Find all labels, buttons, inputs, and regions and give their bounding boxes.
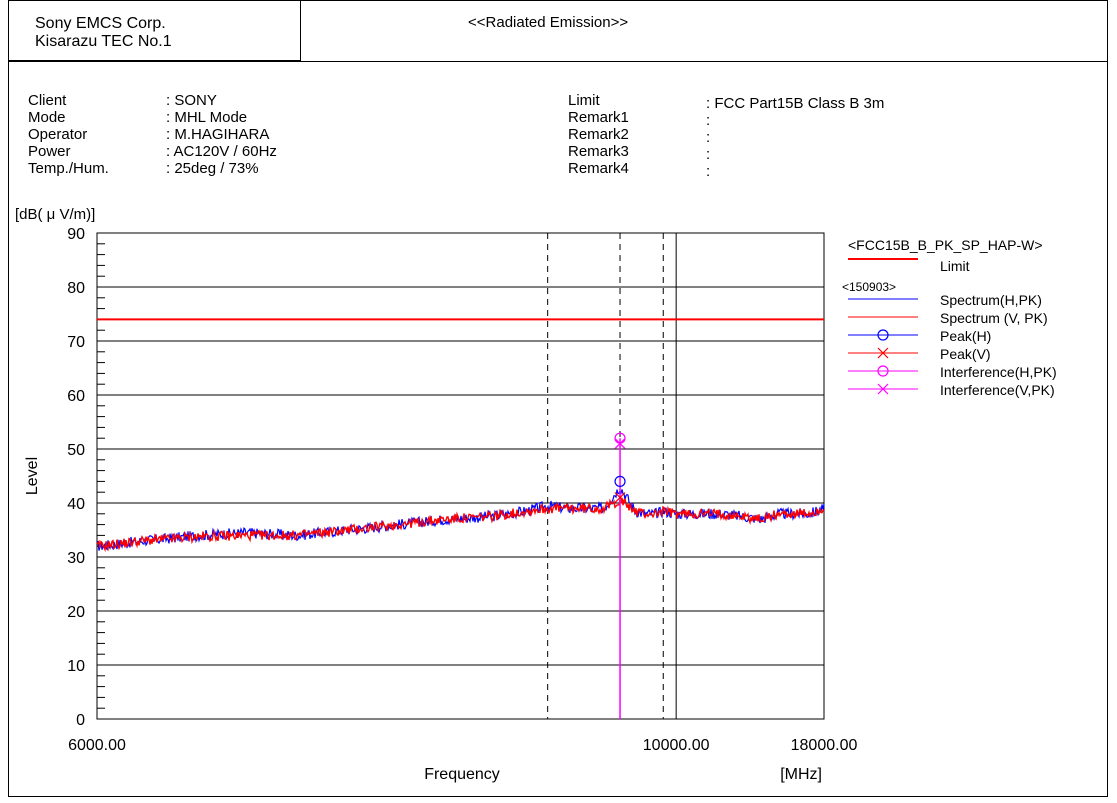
company-site: Kisarazu TEC No.1 bbox=[35, 33, 172, 50]
value-remark3: : bbox=[706, 146, 711, 163]
info-left-values: : SONY : MHL Mode : M.HAGIHARA : AC120V … bbox=[166, 92, 277, 177]
x-tick-label: 6000.00 bbox=[68, 737, 126, 754]
plot-area bbox=[96, 232, 825, 720]
label-limit: Limit bbox=[568, 92, 600, 109]
legend-group-title: <FCC15B_B_PK_SP_HAP-W> bbox=[848, 237, 1043, 253]
value-client: : SONY bbox=[166, 92, 217, 109]
value-remark2: : bbox=[706, 129, 711, 146]
peak-marker-x bbox=[614, 438, 626, 450]
spectrum-h-line bbox=[96, 489, 825, 551]
legend-data-group: <150903> bbox=[842, 280, 896, 294]
company-box: Sony EMCS Corp. Kisarazu TEC No.1 bbox=[8, 0, 301, 61]
value-limit: : FCC Part15B Class B 3m bbox=[706, 95, 885, 112]
x-tick-label: 18000.00 bbox=[791, 737, 858, 754]
label-mode: Mode bbox=[28, 109, 66, 126]
label-remark3: Remark3 bbox=[568, 143, 629, 160]
value-remark1: : bbox=[706, 112, 711, 129]
label-remark2: Remark2 bbox=[568, 126, 629, 143]
y-tick-label: 70 bbox=[67, 334, 85, 351]
legend-entry-label: Interference(H,PK) bbox=[940, 364, 1057, 380]
legend-entry-label: Spectrum(H,PK) bbox=[940, 292, 1042, 308]
y-tick-label: 30 bbox=[67, 550, 85, 567]
label-temp-hum: Temp./Hum. bbox=[28, 160, 109, 177]
spectrum-v-line bbox=[96, 497, 825, 553]
value-remark4: : bbox=[706, 163, 711, 180]
label-operator: Operator bbox=[28, 126, 88, 143]
report-title: <<Radiated Emission>> bbox=[468, 14, 629, 31]
legend-entry-label: Peak(H) bbox=[940, 328, 991, 344]
y-axis-title: Level bbox=[24, 457, 41, 495]
y-tick-label: 10 bbox=[67, 658, 85, 675]
y-tick-label: 80 bbox=[67, 280, 85, 297]
peak-marker-x bbox=[614, 492, 626, 504]
value-temp-hum: : 25deg / 73% bbox=[166, 160, 259, 177]
legend-entry-label: Peak(V) bbox=[940, 346, 991, 362]
label-remark4: Remark4 bbox=[568, 160, 629, 177]
legend-marker-x bbox=[877, 347, 889, 359]
info-left-labels: Client Mode Operator Power Temp./Hum. bbox=[28, 92, 109, 177]
legend-marker-circle bbox=[877, 365, 889, 377]
info-right-values: : FCC Part15B Class B 3m : : : : bbox=[706, 95, 884, 180]
y-tick-label: 0 bbox=[76, 712, 85, 729]
legend-marker-x bbox=[877, 383, 889, 395]
legend-limit-label: Limit bbox=[940, 258, 970, 274]
y-tick-label: 90 bbox=[67, 226, 85, 243]
company-name: Sony EMCS Corp. bbox=[35, 15, 166, 32]
legend-marker-circle bbox=[877, 329, 889, 341]
legend-entry-label: Spectrum (V, PK) bbox=[940, 310, 1048, 326]
x-tick-label: 10000.00 bbox=[643, 737, 710, 754]
y-tick-label: 20 bbox=[67, 604, 85, 621]
value-operator: : M.HAGIHARA bbox=[166, 126, 270, 143]
y-tick-label: 60 bbox=[67, 388, 85, 405]
info-right-labels: Limit Remark1 Remark2 Remark3 Remark4 bbox=[568, 92, 629, 177]
x-axis-unit: [MHz] bbox=[780, 766, 822, 783]
report-frame bbox=[8, 0, 1108, 797]
y-unit-label: [dB( μ V/m)] bbox=[15, 206, 96, 223]
value-mode: : MHL Mode bbox=[166, 109, 248, 126]
label-power: Power bbox=[28, 143, 71, 160]
header-divider bbox=[8, 61, 1108, 62]
value-power: : AC120V / 60Hz bbox=[166, 143, 277, 160]
x-axis-title: Frequency bbox=[424, 766, 500, 783]
label-client: Client bbox=[28, 92, 67, 109]
peak-marker-circle bbox=[614, 475, 626, 487]
y-tick-label: 40 bbox=[67, 496, 85, 513]
y-tick-label: 50 bbox=[67, 442, 85, 459]
label-remark1: Remark1 bbox=[568, 109, 629, 126]
legend-entry-label: Interference(V,PK) bbox=[940, 382, 1055, 398]
